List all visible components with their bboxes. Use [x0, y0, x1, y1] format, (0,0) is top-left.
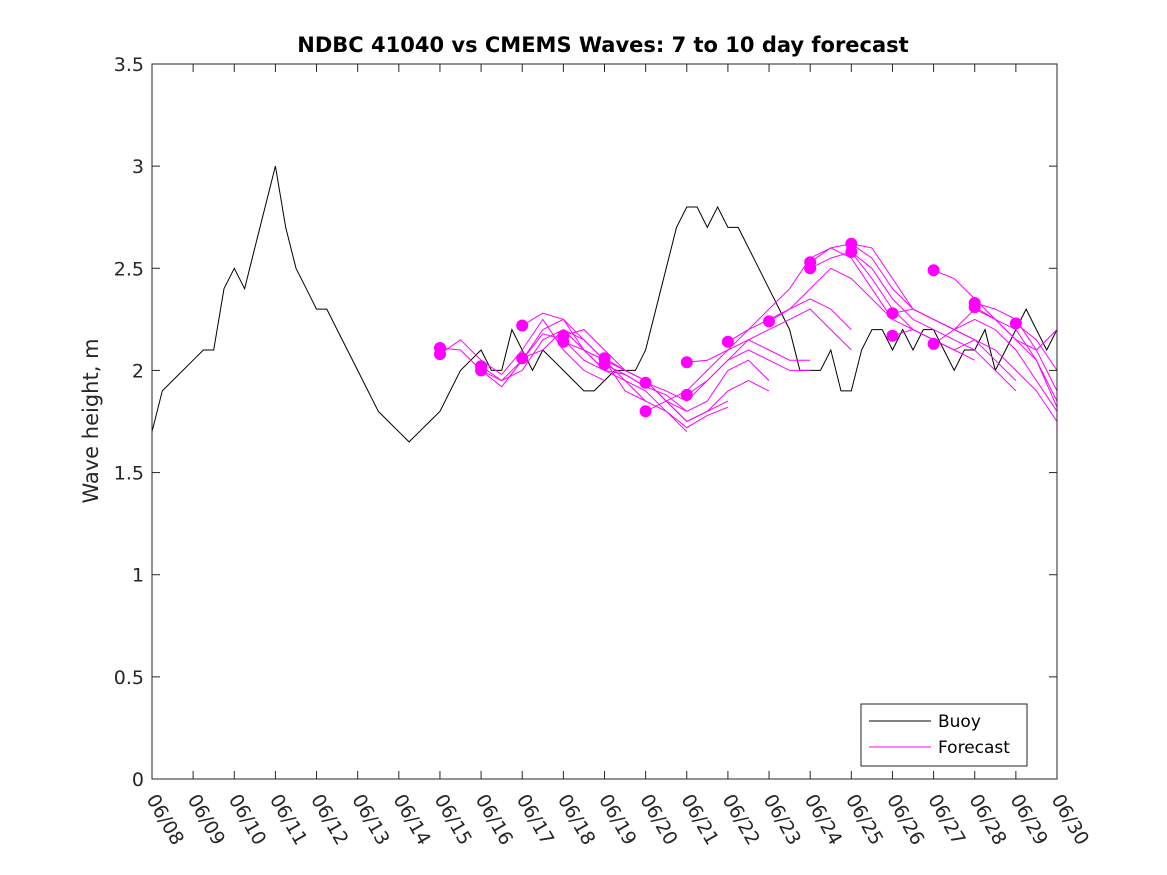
forecast-start-marker-1 [434, 348, 446, 361]
forecast-start-marker-9 [598, 358, 611, 371]
forecast-start-marker-14 [721, 335, 734, 348]
y-tick-label: 1.5 [114, 463, 144, 485]
forecast-run-line-7 [563, 341, 729, 429]
axes-frame [151, 63, 1058, 780]
x-tick-label: 06/08 [142, 791, 188, 849]
chart-title: NDBC 41040 vs CMEMS Waves: 7 to 10 day f… [297, 33, 908, 57]
forecast-start-marker-11 [639, 405, 652, 418]
legend-buoy-label: Buoy [938, 712, 981, 732]
plot-area [151, 165, 1058, 443]
forecast-start-marker-17 [804, 262, 817, 275]
y-tick-label: 3 [132, 156, 144, 178]
x-tick-label: 06/12 [306, 791, 352, 849]
x-tick-label: 06/22 [718, 791, 764, 849]
forecast-start-marker-5 [516, 352, 529, 365]
y-tick-label: 2 [132, 360, 144, 382]
legend: Buoy Forecast [860, 703, 1028, 767]
forecast-start-marker-26 [1009, 317, 1022, 330]
x-tick-label: 06/17 [512, 791, 558, 849]
forecast-start-marker-15 [763, 315, 775, 328]
forecast-run-line-19 [850, 251, 1017, 392]
forecast-run-line-8 [604, 357, 770, 423]
legend-box [860, 703, 1028, 767]
x-tick-label: 06/09 [183, 791, 229, 849]
x-tick-label: 06/11 [265, 791, 311, 849]
x-tick-label: 06/23 [759, 791, 805, 849]
buoy-series-line [151, 165, 1058, 443]
x-tick-label: 06/20 [635, 791, 681, 849]
forecast-start-marker-4 [516, 319, 529, 332]
x-tick-label: 06/13 [347, 791, 393, 849]
forecast-run-line-26 [1015, 323, 1058, 371]
forecast-start-marker-23 [927, 337, 940, 350]
forecast-start-marker-20 [886, 307, 899, 320]
legend-forecast-label: Forecast [938, 738, 1010, 758]
forecast-run-line-1 [439, 318, 605, 382]
forecast-start-marker-12 [680, 356, 693, 369]
forecast-start-marker-21 [886, 329, 899, 342]
x-tick-label: 06/29 [1006, 791, 1052, 849]
forecast-start-marker-7 [557, 335, 570, 348]
y-tick-label: 0 [132, 769, 144, 791]
forecast-start-marker-10 [639, 376, 652, 389]
y-tick-label: 0.5 [114, 667, 144, 689]
forecast-run-line-21 [892, 329, 1058, 422]
y-axis-label: Wave height, m [79, 338, 103, 503]
y-tick-label: 2.5 [114, 258, 144, 280]
forecast-run-line-13 [686, 308, 852, 396]
forecast-run-line-22 [933, 269, 1058, 402]
x-tick-label: 06/24 [800, 791, 846, 849]
x-tick-label: 06/16 [471, 791, 517, 849]
forecast-run-line-15 [768, 267, 934, 341]
forecast-start-marker-3 [475, 364, 488, 377]
forecast-run-line-17 [809, 251, 975, 361]
forecast-run-line-4 [521, 312, 688, 433]
forecast-run-line-16 [809, 243, 975, 341]
y-tick-label: 1 [132, 565, 144, 587]
x-tick-label: 06/28 [964, 791, 1010, 849]
forecast-run-line-9 [604, 359, 770, 412]
x-tick-label: 06/27 [923, 791, 969, 849]
forecast-start-marker-19 [845, 245, 858, 258]
forecast-start-marker-22 [927, 264, 940, 277]
x-tick-label: 06/10 [224, 791, 270, 849]
x-tick-label: 06/19 [594, 791, 640, 849]
x-tick-label: 06/15 [430, 791, 476, 849]
forecast-run-line-20 [892, 308, 1058, 412]
x-tick-label: 06/30 [1047, 791, 1093, 849]
y-tick-label: 3.5 [114, 54, 144, 76]
forecast-run-line-25 [974, 306, 1058, 408]
x-tick-label: 06/26 [882, 791, 928, 849]
forecast-start-marker-25 [968, 301, 981, 314]
forecast-start-marker-13 [680, 388, 693, 401]
x-tick-label: 06/21 [676, 791, 722, 849]
x-tick-label: 06/25 [841, 791, 887, 849]
x-tick-label: 06/14 [388, 791, 434, 849]
x-tick-label: 06/18 [553, 791, 599, 849]
